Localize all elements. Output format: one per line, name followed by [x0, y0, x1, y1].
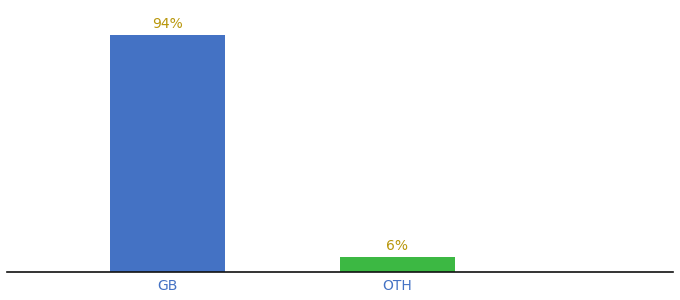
Bar	[110, 35, 225, 272]
Text: 6%: 6%	[386, 239, 409, 253]
Bar	[340, 257, 455, 272]
Text: 94%: 94%	[152, 17, 183, 31]
